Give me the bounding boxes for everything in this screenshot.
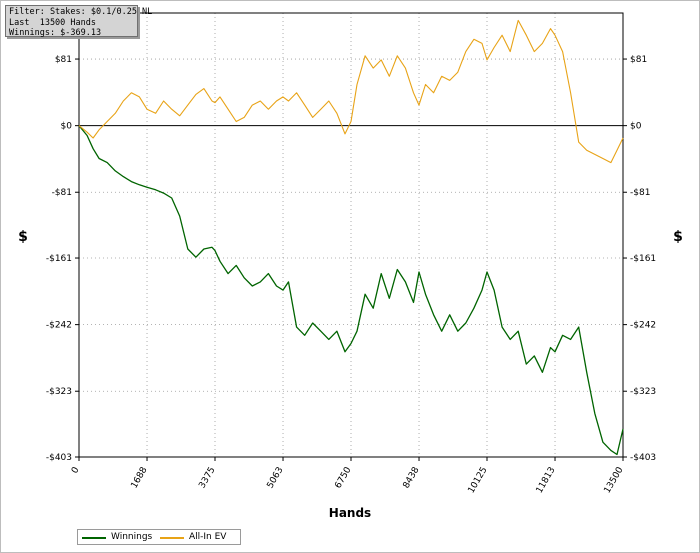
y-tick-label-right: -$81	[630, 188, 650, 198]
filter-info-line: Filter: Stakes: $0.1/0.25 NL	[9, 7, 153, 17]
winnings-info-line: Winnings: $-369.13	[9, 28, 102, 38]
x-tick-label: 5063	[266, 466, 286, 491]
hands-info-line: Last 13500 Hands	[9, 17, 96, 28]
legend-item-winnings: Winnings	[82, 531, 158, 543]
series-layer	[78, 19, 624, 456]
y-tick-label-left: -$242	[46, 321, 72, 331]
x-tick-label: 11813	[535, 466, 558, 496]
y-tick-label-right: -$403	[630, 453, 656, 463]
series-line-all-in-ev	[78, 19, 624, 164]
y-tick-label-right: -$242	[630, 321, 656, 331]
legend-label-allin-ev: All-In EV	[189, 532, 227, 542]
x-axis-label: Hands	[329, 506, 371, 520]
x-tick-label: 0	[70, 465, 82, 475]
legend-swatch-winnings	[82, 537, 106, 539]
y-tick-label-right: $81	[630, 55, 647, 65]
series-line-winnings	[78, 125, 624, 456]
x-tick-label: 1688	[130, 465, 150, 490]
x-tick-label: 8438	[402, 465, 422, 490]
x-tick-label: 6750	[333, 465, 353, 490]
y-tick-label-right: $0	[630, 122, 642, 132]
y-tick-label-left: $81	[55, 55, 72, 65]
chart-legend: Winnings All-In EV	[77, 529, 241, 545]
y-tick-label-left: -$81	[52, 188, 72, 198]
filter-info-box: Filter: Stakes: $0.1/0.25 NL Last 13500 …	[5, 5, 152, 38]
y-tick-label-left: -$403	[46, 453, 72, 463]
x-tick-label: 13500	[603, 465, 626, 495]
legend-swatch-allin-ev	[160, 537, 184, 539]
y-tick-label-left: -$323	[46, 387, 72, 397]
y-axis-label-right: $	[673, 229, 683, 245]
y-tick-label-right: -$161	[630, 254, 656, 264]
legend-label-winnings: Winnings	[111, 532, 153, 542]
x-tick-label: 10125	[467, 466, 490, 496]
x-tick-label: 3375	[197, 466, 217, 491]
plot-area-border	[78, 12, 624, 458]
legend-item-allin-ev: All-In EV	[160, 531, 238, 543]
y-axis-label-left: $	[18, 229, 28, 245]
y-tick-label-left: $0	[61, 122, 73, 132]
y-tick-label-right: -$323	[630, 387, 656, 397]
grid-layer	[79, 13, 623, 457]
y-tick-label-left: -$161	[46, 254, 72, 264]
